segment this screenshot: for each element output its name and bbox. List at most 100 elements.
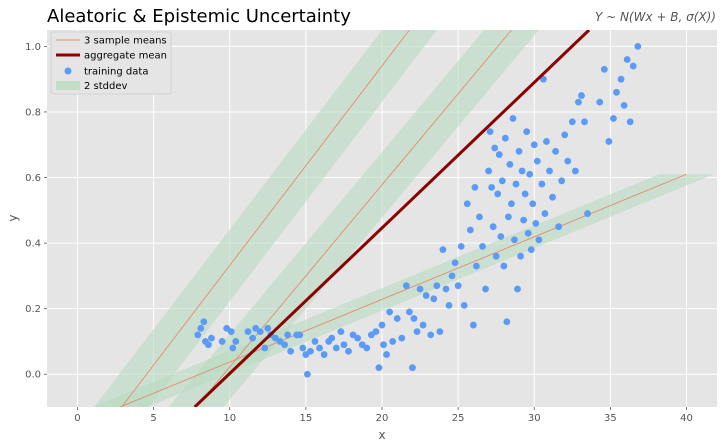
data-point <box>540 75 547 83</box>
data-point <box>386 308 394 316</box>
data-point <box>518 167 526 175</box>
data-point <box>296 331 304 339</box>
legend-training-data: training data <box>84 67 148 78</box>
data-point <box>256 328 264 335</box>
x-tick-label: 40 <box>680 413 693 424</box>
sample-mean-line <box>195 30 512 407</box>
data-point <box>533 157 541 165</box>
data-point <box>227 328 235 335</box>
data-point <box>568 118 576 126</box>
x-axis-label: x <box>378 428 385 442</box>
data-point <box>287 347 295 355</box>
data-point <box>514 285 521 293</box>
data-point <box>389 338 397 345</box>
sample-mean-line <box>121 30 410 407</box>
y-tick-label: 0.0 <box>25 370 41 381</box>
data-point <box>416 285 424 293</box>
data-point <box>427 331 435 339</box>
data-point <box>489 223 497 231</box>
data-point <box>523 128 531 136</box>
data-point <box>529 200 537 208</box>
chart-title: Aleatoric & Epistemic Uncertainty <box>47 6 351 27</box>
data-point <box>332 344 340 352</box>
aggregate-mean-line <box>193 30 591 407</box>
data-point <box>316 344 323 352</box>
data-point <box>494 190 502 198</box>
x-tick-label: 25 <box>452 413 465 424</box>
data-point <box>495 151 503 158</box>
data-point <box>512 180 520 188</box>
data-point <box>249 334 256 342</box>
chart-subtitle: Y ~ N(Wx + B, σ(X)) <box>595 10 716 24</box>
data-point <box>473 262 480 270</box>
data-point <box>406 308 413 316</box>
data-point <box>430 295 438 303</box>
x-tick-label: 0 <box>74 413 80 424</box>
data-point <box>284 331 291 339</box>
data-point <box>530 141 538 149</box>
legend-stddev-swatch <box>56 81 80 90</box>
data-point <box>378 321 386 329</box>
data-point <box>503 318 511 326</box>
data-point <box>410 315 418 322</box>
data-point <box>626 118 634 126</box>
data-point <box>575 98 582 106</box>
data-point <box>508 200 515 208</box>
data-point <box>264 324 272 332</box>
data-point <box>488 183 496 191</box>
data-point <box>439 246 447 254</box>
data-point <box>208 334 215 342</box>
data-point <box>299 344 307 352</box>
data-point <box>261 344 269 352</box>
x-tick-label: 35 <box>604 413 617 424</box>
data-point <box>524 229 532 237</box>
data-point <box>492 252 500 260</box>
legend-stddev: 2 stddev <box>84 81 128 92</box>
data-point <box>506 161 514 168</box>
data-point <box>491 144 499 152</box>
data-point <box>409 364 416 372</box>
data-point <box>600 65 608 73</box>
data-point <box>520 216 528 224</box>
aggregate-mean-layer <box>193 30 591 407</box>
x-tick-label: 15 <box>299 413 312 424</box>
data-point <box>479 242 486 250</box>
data-point <box>197 324 205 332</box>
data-point <box>393 315 401 322</box>
data-point <box>340 341 348 349</box>
data-point <box>605 138 613 145</box>
data-point <box>442 285 450 293</box>
data-point <box>363 344 371 352</box>
data-point <box>500 262 508 270</box>
legend-sample-means: 3 sample means <box>84 36 167 47</box>
data-point <box>527 246 535 254</box>
data-point <box>511 236 518 244</box>
data-point <box>281 341 288 349</box>
data-point <box>402 282 410 290</box>
data-point <box>320 351 328 358</box>
data-point <box>457 242 465 250</box>
data-point <box>232 338 240 345</box>
data-point <box>613 88 620 96</box>
data-point <box>486 128 494 136</box>
data-point <box>451 259 459 267</box>
data-point <box>535 236 543 244</box>
data-point <box>532 220 540 227</box>
data-point <box>307 347 314 355</box>
data-point <box>413 328 421 335</box>
data-point <box>561 131 569 139</box>
data-point <box>581 118 588 126</box>
data-point <box>546 167 553 175</box>
y-tick-label: 1.0 <box>25 42 41 53</box>
data-point <box>629 62 637 70</box>
x-tick-label: 30 <box>528 413 541 424</box>
data-point <box>634 42 642 50</box>
data-point <box>610 115 617 122</box>
sample-mean-line <box>119 173 687 407</box>
data-point <box>498 177 506 185</box>
data-point <box>521 190 529 198</box>
data-point <box>372 328 380 335</box>
data-point <box>436 328 444 335</box>
legend-box <box>50 31 172 95</box>
data-point <box>354 334 362 342</box>
